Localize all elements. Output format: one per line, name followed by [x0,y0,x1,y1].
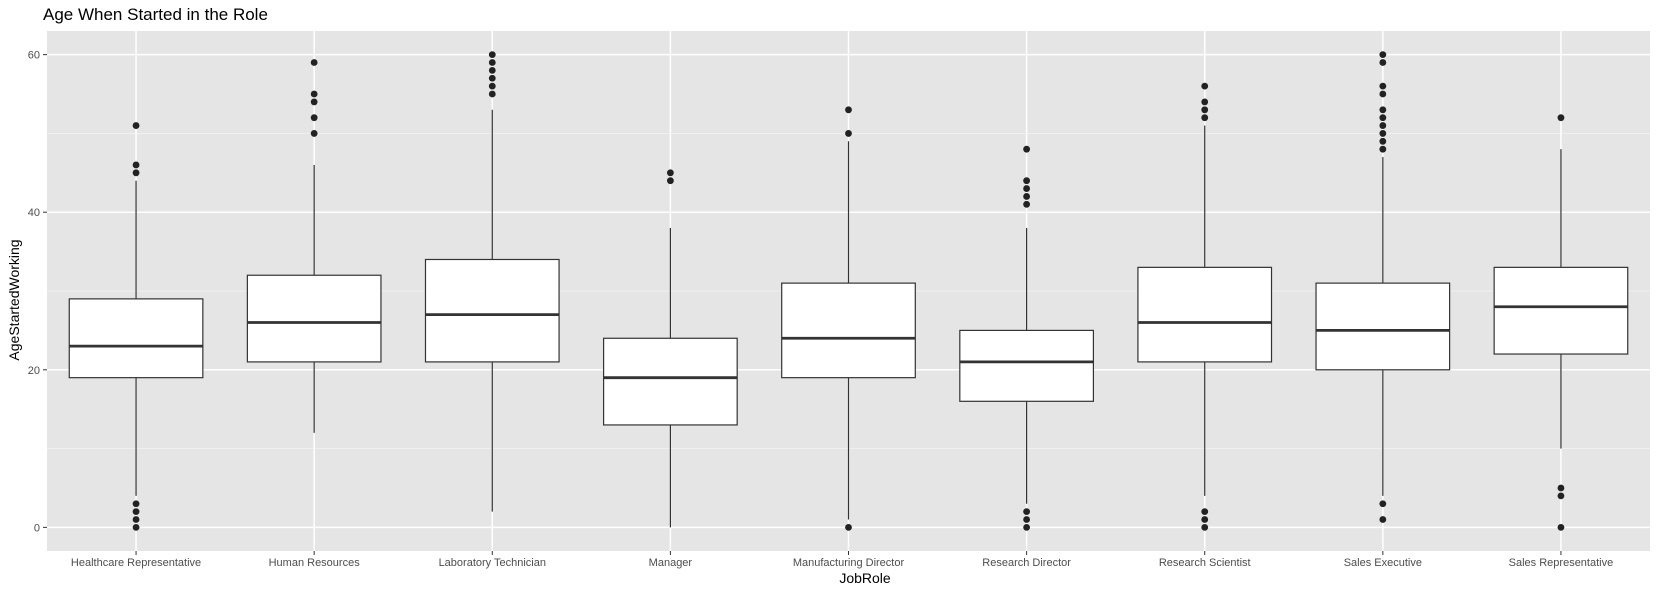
box-research-scientist [1137,82,1273,531]
outlier-point [1557,492,1565,500]
outlier-point [1379,90,1387,98]
x-tick-label: Healthcare Representative [71,557,201,569]
iqr-box [602,337,738,426]
outlier-point [666,169,674,177]
outlier-point [132,523,140,531]
outlier-point [1379,82,1387,90]
outlier-point [1023,516,1031,523]
outlier-point [845,106,852,114]
outlier-point [1379,145,1387,153]
outlier-point [1379,130,1387,137]
box-healthcare-representative [68,122,204,531]
outlier-point [1379,516,1387,523]
outlier-point [310,90,318,98]
x-tick-label: Manufacturing Director [793,557,905,569]
outlier-point [488,66,496,74]
box-human-resources [246,59,382,433]
box-manufacturing-director [781,106,916,531]
outlier-point [1201,106,1209,114]
iqr-box [959,329,1095,402]
x-tick-label: Manager [649,557,693,569]
x-tick-label: Research Scientist [1159,557,1251,569]
x-axis: Healthcare Representative Human Resources… [71,551,1613,569]
outlier-point [1201,508,1209,516]
outlier-point [1379,114,1387,122]
box-manager [602,169,738,528]
outlier-point [845,130,852,137]
outlier-point [1201,516,1209,523]
y-tick-label: 0 [34,522,40,534]
plot-panel [47,31,1650,551]
outlier-point [132,161,140,169]
outlier-point [1201,98,1209,106]
iqr-box [246,274,382,363]
outlier-point [132,516,140,523]
x-axis-title: JobRole [839,570,891,586]
outlier-point [666,177,674,185]
outlier-point [1379,500,1387,508]
x-tick-label: Sales Executive [1344,557,1422,569]
iqr-box [1315,282,1451,371]
outlier-point [1023,177,1031,185]
outlier-point [1023,508,1031,516]
outlier-point [1557,114,1565,122]
outlier-point [488,82,496,90]
outlier-point [1379,51,1387,59]
iqr-box [1137,266,1273,363]
x-tick-label: Laboratory Technician [439,557,546,569]
x-tick-label: Human Resources [269,557,361,569]
outlier-point [1557,523,1565,531]
outlier-point [310,98,318,106]
box-laboratory-technician [424,51,560,512]
outlier-point [1023,523,1031,531]
outlier-point [488,51,496,59]
outlier-point [310,130,318,137]
outlier-point [1023,193,1031,200]
y-tick-label: 40 [28,207,40,219]
box-sales-representative [1493,114,1629,531]
x-tick-label: Research Director [982,557,1071,569]
outlier-point [1201,82,1209,90]
outlier-point [1379,122,1387,129]
outlier-point [488,59,496,66]
outlier-point [1023,185,1031,192]
y-axis: 0 20 40 60 [28,50,47,534]
outlier-point [310,114,318,122]
outlier-point [310,59,318,66]
outlier-point [845,523,852,531]
outlier-point [1379,106,1387,114]
iqr-box [781,282,916,379]
box-research-director [959,145,1095,531]
outlier-point [132,169,140,177]
y-axis-title: AgeStartedWorking [6,239,22,360]
outlier-point [1023,200,1031,208]
outlier-point [488,90,496,98]
box-sales-executive [1315,51,1451,523]
chart-title: Age When Started in the Role [43,5,268,24]
x-tick-label: Sales Representative [1509,557,1614,569]
outlier-point [1379,137,1387,145]
iqr-box [1493,266,1629,355]
iqr-box [424,258,560,363]
outlier-point [1379,59,1387,66]
outlier-point [1557,484,1565,492]
outlier-point [1023,145,1031,153]
y-tick-label: 20 [28,365,40,377]
outlier-point [132,122,140,129]
outlier-point [1201,523,1209,531]
outlier-point [1201,114,1209,122]
outlier-point [132,508,140,516]
y-tick-label: 60 [28,50,40,62]
iqr-box [68,298,204,379]
outlier-point [132,500,140,508]
outlier-point [488,74,496,82]
